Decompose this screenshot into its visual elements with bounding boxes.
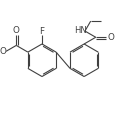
- Text: O: O: [13, 26, 20, 35]
- Text: F: F: [39, 27, 44, 36]
- Text: O: O: [0, 47, 6, 56]
- Text: O: O: [107, 33, 114, 42]
- Text: HN: HN: [74, 26, 87, 35]
